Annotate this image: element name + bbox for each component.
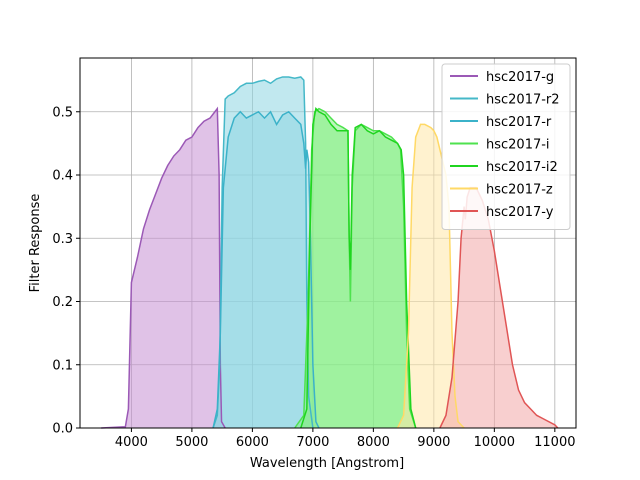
- x-axis-label: Wavelength [Angstrom]: [250, 456, 404, 471]
- legend-label: hsc2017-g: [486, 70, 554, 85]
- y-tick-label: 0.4: [52, 169, 73, 184]
- legend-label: hsc2017-i: [486, 138, 550, 153]
- legend-label: hsc2017-y: [486, 205, 554, 220]
- series-fill-hsc2017-i2: [300, 108, 416, 428]
- y-tick-label: 0.1: [52, 358, 73, 373]
- series-fill-hsc2017-y: [439, 187, 558, 428]
- x-tick-label: 10000: [474, 435, 515, 450]
- x-tick-label: 6000: [236, 435, 269, 450]
- series-line-hsc2017-r: [212, 110, 320, 429]
- series-fill-hsc2017-g: [101, 108, 226, 428]
- x-tick-label: 9000: [417, 435, 450, 450]
- x-tick-label: 7000: [296, 435, 329, 450]
- x-tick-label: 5000: [175, 435, 208, 450]
- series-line-hsc2017-i2: [300, 107, 417, 429]
- legend: hsc2017-g hsc2017-r2 hsc2017-r hsc2017-i hsc…: [441, 63, 571, 230]
- x-tick-label: 8000: [357, 435, 390, 450]
- axes-frame: [79, 57, 577, 429]
- y-tick-label: 0.3: [52, 232, 73, 247]
- series-line-hsc2017-z: [396, 123, 465, 429]
- series-line-hsc2017-g: [101, 106, 226, 429]
- legend-label: hsc2017-z: [486, 183, 553, 198]
- legend-label: hsc2017-r: [486, 115, 552, 130]
- y-tick-label: 0.0: [52, 422, 73, 437]
- series-fill-hsc2017-r: [213, 111, 319, 428]
- y-tick-label: 0.5: [52, 105, 73, 120]
- y-tick-label: 0.2: [52, 295, 73, 310]
- legend-label: hsc2017-r2: [486, 93, 560, 108]
- series-line-hsc2017-r2: [212, 76, 314, 429]
- legend-label: hsc2017-i2: [486, 160, 558, 175]
- x-tick-label: 4000: [115, 435, 148, 450]
- y-axis-label: Filter Response: [28, 194, 43, 293]
- x-tick-label: 11000: [534, 435, 575, 450]
